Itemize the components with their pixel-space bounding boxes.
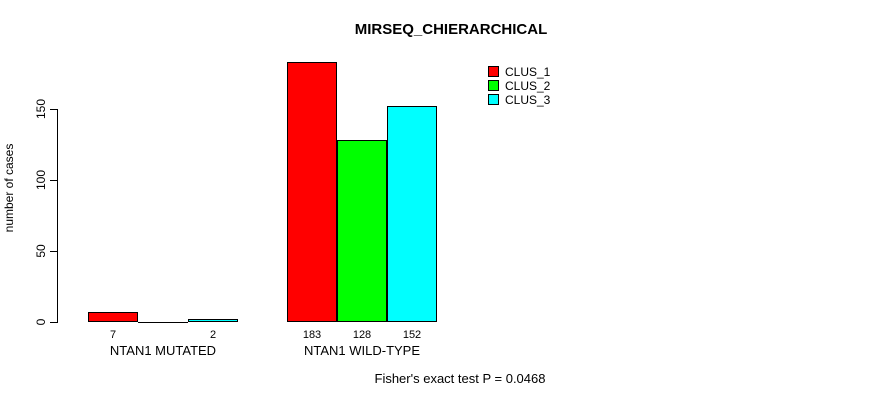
bar-clus-1-ntan1-wild-type — [287, 62, 337, 322]
legend-label-clus_1: CLUS_1 — [505, 64, 551, 79]
bar-value-label: 7 — [109, 329, 117, 341]
bar-value-label: 183 — [302, 329, 322, 341]
y-tick-label: 150 — [34, 98, 48, 120]
legend-label-clus_3: CLUS_3 — [505, 92, 551, 107]
y-tick-label: 100 — [34, 169, 48, 191]
bar-value-label: 152 — [402, 329, 422, 341]
y-tick-label: 50 — [34, 244, 48, 258]
y-tick-mark — [50, 180, 57, 181]
legend-label-clus_2: CLUS_2 — [505, 78, 551, 93]
bar-clus-1-ntan1-mutated — [88, 312, 138, 322]
y-axis-line — [57, 109, 58, 323]
y-axis-label: number of cases — [2, 143, 16, 233]
legend-swatch-clus_1 — [488, 66, 499, 77]
x-category-label: NTAN1 MUTATED — [109, 343, 217, 358]
bar-value-label: 128 — [352, 329, 372, 341]
x-category-label: NTAN1 WILD-TYPE — [303, 343, 421, 358]
chart-title: MIRSEQ_CHIERARCHICAL — [354, 21, 548, 38]
bar-clus-3-ntan1-mutated — [188, 319, 238, 322]
y-tick-mark — [50, 322, 57, 323]
bar-clus-2-ntan1-wild-type — [337, 140, 387, 322]
legend-swatch-clus_3 — [488, 94, 499, 105]
annotation-text: Fisher's exact test P = 0.0468 — [374, 371, 546, 386]
bar-clus-2-ntan1-mutated — [138, 322, 188, 323]
y-tick-mark — [50, 109, 57, 110]
y-tick-mark — [50, 251, 57, 252]
y-tick-label: 0 — [34, 318, 48, 326]
bar-value-label: 2 — [209, 329, 217, 341]
legend-swatch-clus_2 — [488, 80, 499, 91]
bar-clus-3-ntan1-wild-type — [387, 106, 437, 322]
